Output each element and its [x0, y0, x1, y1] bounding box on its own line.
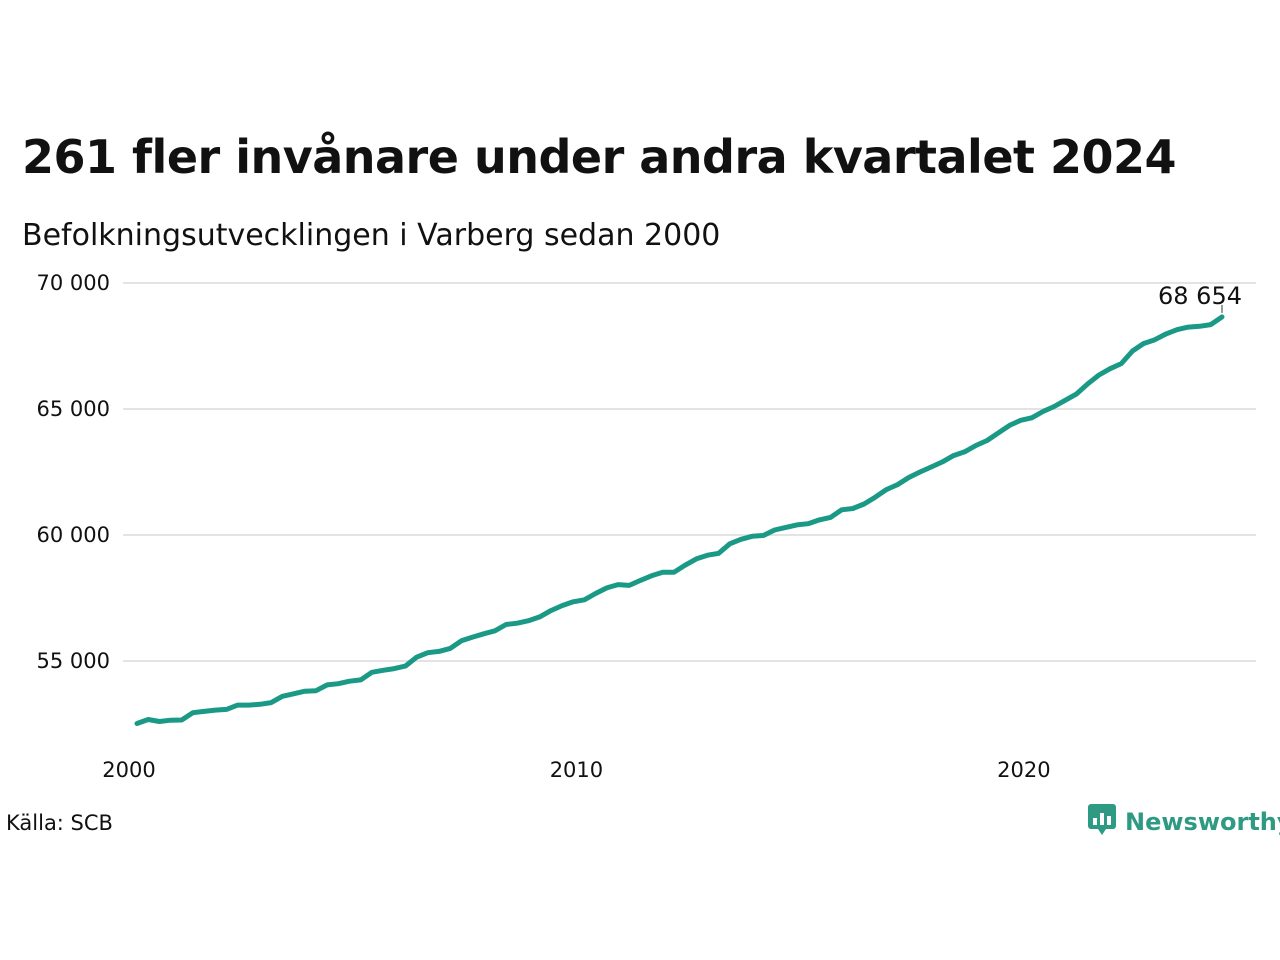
brand-name: Newsworthy: [1125, 808, 1280, 836]
source-label: Källa: SCB: [6, 811, 113, 835]
series-line: [134, 314, 1225, 726]
y-tick-label: 55 000: [37, 649, 110, 673]
x-tick-label: 2010: [550, 758, 603, 782]
y-tick-label: 70 000: [37, 271, 110, 295]
brand-logo[interactable]: Newsworthy: [1087, 803, 1280, 841]
chart-title: 261 fler invånare under andra kvartalet …: [22, 130, 1177, 184]
x-tick-label: 2000: [102, 758, 155, 782]
last-value-label: 68 654: [1158, 282, 1242, 310]
y-tick-label: 65 000: [37, 397, 110, 421]
y-tick-label: 60 000: [37, 523, 110, 547]
chart-subtitle: Befolkningsutvecklingen i Varberg sedan …: [22, 218, 721, 253]
newsworthy-logo-icon: [1087, 803, 1117, 841]
x-tick-label: 2020: [997, 758, 1050, 782]
